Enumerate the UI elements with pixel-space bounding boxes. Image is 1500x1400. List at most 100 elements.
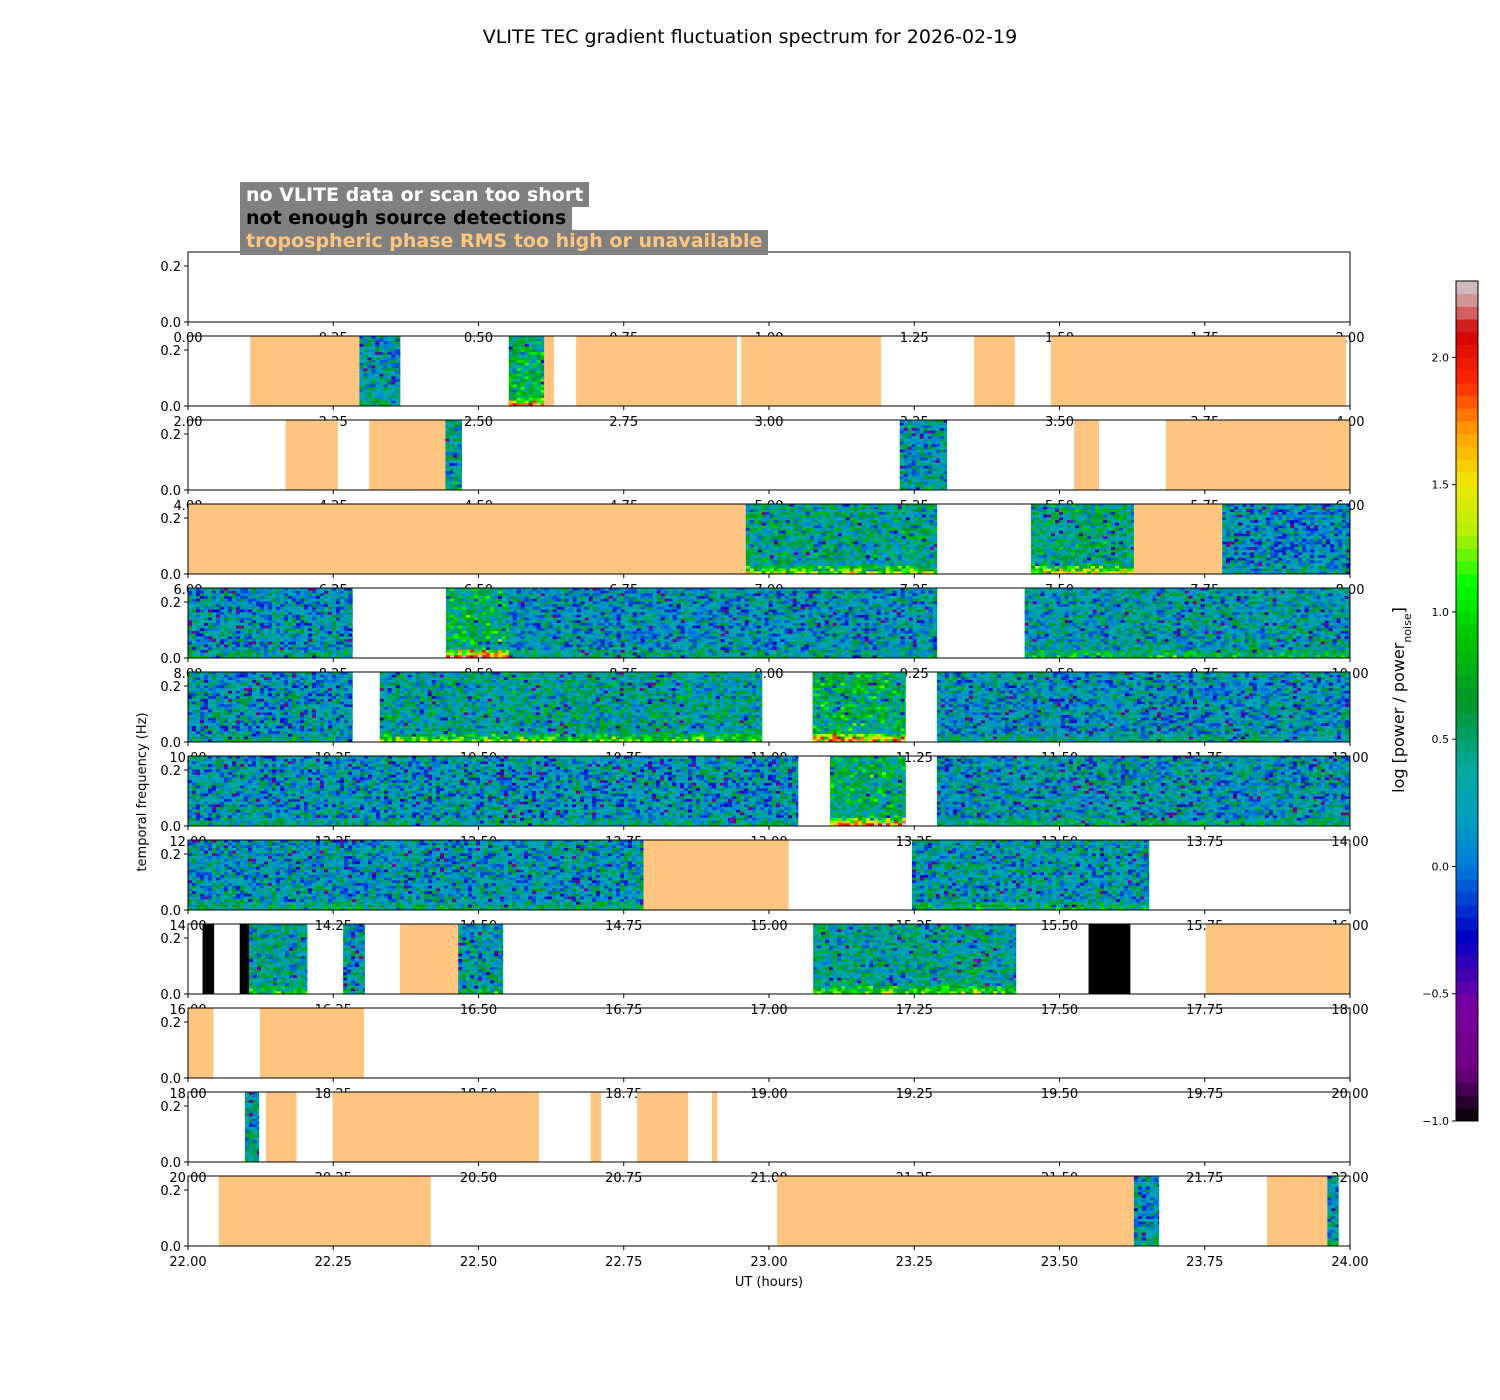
data-segment — [1327, 1176, 1339, 1246]
data-segment — [1024, 588, 1350, 658]
colorbar-step — [1456, 751, 1478, 766]
colorbar-step — [1456, 701, 1478, 715]
tropo-flag-segment — [1266, 1176, 1328, 1246]
colorbar-step — [1456, 471, 1478, 486]
colorbar-step — [1456, 790, 1478, 804]
panel-3: 0.00.26.006.256.506.757.007.257.507.758.… — [160, 503, 1364, 598]
colorbar: −1.0 −0.5 0.0 0.5 1.0 1.5 2.0 — [1422, 280, 1479, 1128]
y-tick-label: 0.2 — [160, 1184, 181, 1199]
colorbar-step — [1456, 777, 1478, 791]
data-segment — [359, 336, 401, 406]
data-segment — [813, 924, 1017, 994]
x-axis-label: UT (hours) — [735, 1275, 803, 1290]
panel-1: 0.00.22.002.252.502.753.003.253.503.754.… — [160, 335, 1364, 430]
y-tick-label: 0.0 — [160, 904, 181, 919]
panel-0: 0.00.20.000.250.500.751.001.251.501.752.… — [160, 251, 1364, 346]
colorbar-label-sub: noise — [1401, 613, 1414, 642]
y-tick-label: 0.2 — [160, 680, 181, 695]
colorbar-step — [1456, 1019, 1478, 1033]
colorbar-step — [1456, 293, 1478, 307]
tropo-flag-segment — [712, 1092, 718, 1162]
y-tick-label: 0.0 — [160, 484, 181, 499]
data-segment — [188, 840, 644, 910]
x-tick-label: 13.75 — [1186, 835, 1223, 850]
tropo-flag-segment — [637, 1092, 689, 1162]
colorbar-tick-label: −0.5 — [1422, 988, 1449, 1001]
data-segment — [812, 672, 906, 742]
colorbar-step — [1456, 510, 1478, 524]
data-segment — [244, 1092, 260, 1162]
data-segment — [1222, 504, 1350, 574]
panel-7: 0.00.214.0014.2514.5014.7515.0015.2515.5… — [160, 839, 1369, 934]
y-tick-label: 0.0 — [160, 988, 181, 1003]
colorbar-step — [1456, 866, 1478, 880]
colorbar-label-main: log [power / power — [1389, 642, 1408, 793]
colorbar-tick-label: 0.5 — [1432, 733, 1450, 746]
panel-9: 0.00.218.0018.2518.5018.7519.0019.2519.5… — [160, 1007, 1369, 1102]
colorbar-step — [1456, 599, 1478, 613]
colorbar-step — [1456, 306, 1478, 320]
y-tick-label: 0.2 — [160, 932, 181, 947]
legend-few-sources: not enough source detections — [240, 207, 573, 230]
data-segment — [936, 756, 1350, 826]
x-tick-label: 16.75 — [605, 1003, 642, 1018]
x-tick-label: 2.50 — [464, 415, 493, 430]
x-tick-label: 17.50 — [1041, 1003, 1078, 1018]
x-tick-label: 14.75 — [605, 919, 642, 934]
y-tick-label: 0.0 — [160, 652, 181, 667]
colorbar-step — [1456, 1108, 1478, 1122]
colorbar-step — [1456, 573, 1478, 587]
colorbar-step — [1456, 497, 1478, 511]
colorbar-step — [1456, 535, 1478, 549]
tropo-flag-segment — [1074, 420, 1100, 490]
data-segment — [1133, 1176, 1160, 1246]
y-tick-label: 0.2 — [160, 428, 181, 443]
tropo-flag-segment — [576, 336, 738, 406]
colorbar-label: log [power / powernoise] — [1389, 607, 1414, 793]
colorbar-step — [1456, 764, 1478, 778]
tropo-flag-segment — [741, 336, 882, 406]
colorbar-step — [1456, 459, 1478, 473]
panel-11: 0.0 0.2 22.00 22.25 22.50 22.75 23.00 23.25 23.5… — [160, 1175, 1369, 1270]
panel-2: 0.00.24.004.254.504.755.005.255.505.756.… — [160, 419, 1364, 514]
colorbar-step — [1456, 357, 1478, 371]
x-tick-label: 19.25 — [896, 1087, 933, 1102]
colorbar-tick-label: −1.0 — [1422, 1115, 1449, 1128]
x-tick-label: 23.50 — [1041, 1255, 1078, 1270]
colorbar-step — [1456, 421, 1478, 435]
x-tick-label: 19.75 — [1186, 1087, 1223, 1102]
colorbar-step — [1456, 726, 1478, 740]
x-tick-label: 3.50 — [1045, 415, 1074, 430]
colorbar-step — [1456, 1082, 1478, 1096]
tropo-flag-segment — [260, 1008, 365, 1078]
x-tick-label: 1.25 — [900, 331, 929, 346]
x-tick-label: 18.75 — [605, 1087, 642, 1102]
x-tick-label: 21.75 — [1186, 1171, 1223, 1186]
y-tick-label: 0.2 — [160, 848, 181, 863]
x-tick-label: 24.00 — [1331, 1255, 1368, 1270]
colorbar-step — [1456, 344, 1478, 358]
y-tick-label: 0.0 — [160, 568, 181, 583]
colorbar-step — [1456, 853, 1478, 867]
colorbar-step — [1456, 968, 1478, 982]
data-segment — [458, 924, 504, 994]
y-tick-label: 0.0 — [160, 736, 181, 751]
tropo-flag-segment — [1165, 420, 1350, 490]
colorbar-step — [1456, 942, 1478, 956]
colorbar-step — [1456, 1095, 1478, 1109]
tropo-flag-segment — [1205, 924, 1350, 994]
colorbar-step — [1456, 611, 1478, 626]
colorbar-step — [1456, 446, 1478, 460]
x-tick-label: 23.25 — [896, 1255, 933, 1270]
colorbar-step — [1456, 955, 1478, 969]
x-tick-label: 17.25 — [896, 1003, 933, 1018]
tropo-flag-segment — [1050, 336, 1346, 406]
colorbar-tick-label: 2.0 — [1432, 351, 1450, 364]
y-tick-label: 0.2 — [160, 1100, 181, 1115]
colorbar-tick-label: 0.0 — [1432, 860, 1450, 873]
y-tick-label: 0.2 — [160, 260, 181, 275]
colorbar-step — [1456, 1031, 1478, 1046]
colorbar-step — [1456, 370, 1478, 384]
colorbar-step — [1456, 879, 1478, 893]
